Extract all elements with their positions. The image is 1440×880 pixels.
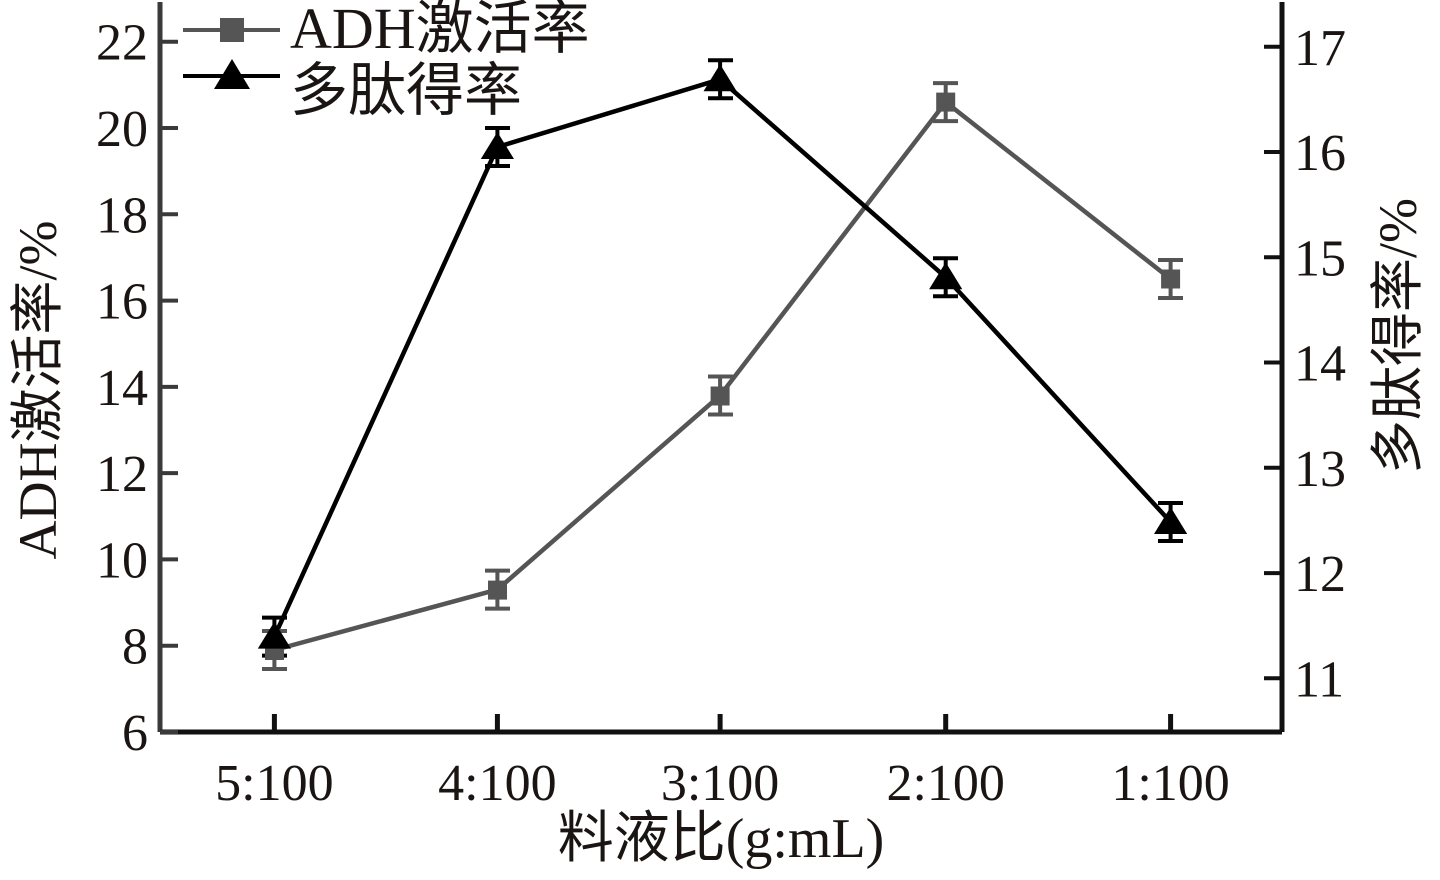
svg-text:2:100: 2:100	[886, 755, 1004, 812]
svg-text:1:100: 1:100	[1111, 755, 1229, 812]
svg-text:多肽得率: 多肽得率	[290, 58, 522, 123]
svg-text:22: 22	[96, 15, 148, 72]
svg-text:8: 8	[122, 619, 148, 676]
svg-text:3:100: 3:100	[661, 755, 779, 812]
svg-text:14: 14	[1294, 336, 1346, 393]
svg-text:12: 12	[1294, 546, 1346, 603]
svg-text:4:100: 4:100	[438, 755, 556, 812]
svg-text:18: 18	[96, 187, 148, 244]
svg-text:12: 12	[96, 446, 148, 503]
svg-text:ADH激活率/%: ADH激活率/%	[8, 221, 68, 560]
svg-text:ADH激活率: ADH激活率	[290, 0, 590, 61]
svg-text:11: 11	[1294, 651, 1344, 708]
svg-text:15: 15	[1294, 230, 1346, 287]
svg-text:13: 13	[1294, 441, 1346, 498]
svg-text:10: 10	[96, 532, 148, 589]
svg-text:20: 20	[96, 101, 148, 158]
svg-text:料液比(g:mL): 料液比(g:mL)	[558, 808, 885, 870]
svg-text:16: 16	[1294, 125, 1346, 182]
svg-text:16: 16	[96, 274, 148, 331]
svg-text:14: 14	[96, 360, 148, 417]
svg-text:5:100: 5:100	[215, 755, 333, 812]
svg-text:多肽得率/%: 多肽得率/%	[1368, 198, 1428, 474]
svg-text:17: 17	[1294, 20, 1346, 77]
svg-text:6: 6	[122, 705, 148, 762]
